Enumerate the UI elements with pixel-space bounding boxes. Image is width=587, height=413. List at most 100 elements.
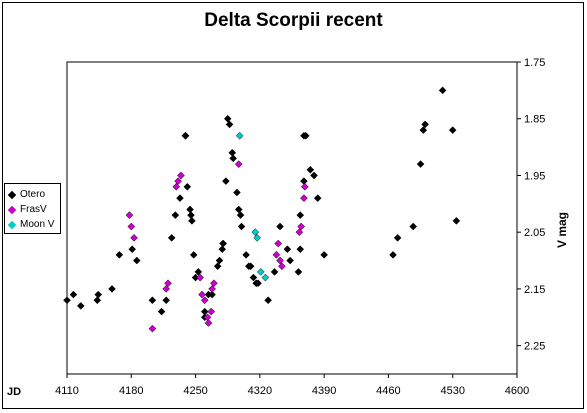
otero-data-point: [236, 211, 245, 220]
frasv-data-point: [200, 296, 209, 305]
otero-data-point: [438, 86, 447, 95]
otero-data-point: [171, 211, 180, 220]
y-axis-ticks: 1.75 1.85 1.95 2.05 2.15 2.25: [517, 57, 545, 353]
x-tick-label: 4250: [183, 385, 207, 397]
otero-data-point: [219, 239, 227, 248]
frasv-marker-icon: [7, 205, 17, 214]
otero-data-point: [213, 262, 222, 271]
otero-data-point: [176, 194, 184, 202]
frasv-data-point: [174, 177, 182, 185]
legend-label-moon-v: Moon V: [20, 219, 55, 230]
x-tick-label: 4390: [312, 385, 336, 397]
otero-data-point: [69, 290, 78, 299]
otero-data-point: [264, 296, 272, 305]
frasv-data-point: [204, 319, 213, 327]
otero-data-point: [237, 222, 246, 231]
otero-data-point: [246, 262, 255, 271]
otero-data-point: [421, 120, 430, 129]
otero-data-point: [409, 222, 418, 231]
otero-data-point: [233, 188, 241, 197]
frasv-data-point: [177, 171, 185, 180]
x-tick-label: 4530: [440, 385, 464, 397]
otero-data-point: [108, 285, 116, 293]
data-points-layer: [63, 86, 461, 333]
otero-data-point: [222, 177, 230, 185]
otero-data-point: [416, 160, 425, 168]
frasv-data-point: [301, 182, 309, 191]
y-tick-label: 2.15: [524, 284, 545, 296]
otero-data-point: [194, 268, 203, 276]
otero-data-point: [448, 126, 457, 134]
otero-data-point: [313, 194, 322, 202]
frasv-data-point: [274, 239, 283, 248]
otero-data-point: [452, 216, 461, 225]
y-tick-label: 1.85: [524, 114, 545, 126]
chart-frame: [2, 2, 584, 409]
frasv-data-point: [207, 307, 216, 316]
frasv-data-point: [208, 285, 216, 293]
otero-data-point: [167, 234, 176, 242]
otero-data-point: [115, 251, 124, 259]
otero-data-point: [218, 245, 227, 254]
x-tick-label: 4460: [376, 385, 400, 397]
otero-data-point: [63, 296, 71, 305]
y-tick-label: 2.05: [524, 227, 545, 239]
otero-data-point: [225, 120, 234, 129]
x-axis-label: JD: [7, 386, 22, 398]
otero-data-point: [215, 256, 224, 265]
otero-data-point: [229, 154, 238, 163]
frasv-data-point: [198, 290, 206, 299]
x-tick-label: 4600: [505, 385, 529, 397]
legend-label-frasv: FrasV: [20, 204, 47, 215]
y-axis-label: V mag: [555, 211, 569, 249]
legend-entry-moon-v: Moon V: [7, 217, 60, 232]
y-tick-label: 2.25: [524, 341, 545, 353]
otero-data-point: [132, 256, 141, 265]
legend-entry-frasv: FrasV: [7, 202, 60, 217]
otero-data-point: [286, 256, 295, 265]
otero-data-point: [234, 205, 243, 214]
frasv-data-point: [196, 273, 205, 282]
otero-data-point: [249, 273, 258, 282]
moon-v-data-point: [235, 131, 244, 140]
otero-data-point: [242, 251, 250, 259]
frasv-data-point: [164, 279, 172, 288]
otero-data-point: [306, 165, 315, 174]
frasv-data-point: [278, 262, 286, 271]
frasv-data-point: [295, 228, 304, 237]
otero-data-point: [183, 182, 192, 191]
otero-data-point: [157, 307, 166, 316]
otero-data-point: [189, 251, 198, 259]
frasv-data-point: [297, 222, 306, 231]
otero-data-point: [294, 268, 303, 276]
otero-data-point: [419, 126, 428, 134]
frasv-data-point: [172, 182, 181, 191]
moon-v-data-point: [253, 234, 261, 242]
otero-data-point: [93, 296, 102, 305]
x-tick-label: 4180: [119, 385, 143, 397]
x-axis-ticks: 4110 4180 4250 4320 4390 4460 4530 4600: [55, 374, 529, 397]
frasv-data-point: [300, 194, 308, 202]
otero-data-point: [301, 131, 310, 140]
otero-marker-icon: [7, 190, 17, 199]
otero-data-point: [393, 234, 402, 242]
y-tick-label: 1.75: [524, 57, 545, 69]
frasv-data-point: [130, 234, 138, 242]
otero-data-point: [254, 279, 262, 288]
otero-data-point: [94, 290, 103, 299]
moon-v-marker-icon: [7, 220, 17, 229]
x-tick-label: 4110: [55, 385, 79, 397]
otero-data-point: [208, 290, 216, 299]
moon-v-data-point: [256, 268, 265, 276]
otero-data-point: [296, 211, 305, 220]
otero-data-point: [76, 302, 85, 310]
otero-data-point: [276, 222, 284, 231]
frasv-data-point: [148, 324, 157, 333]
legend-entry-otero: Otero: [7, 187, 60, 202]
legend: Otero FrasV Moon V: [4, 183, 61, 234]
y-tick-label: 1.95: [524, 170, 545, 182]
frasv-data-point: [210, 279, 218, 288]
frasv-data-point: [125, 211, 134, 220]
otero-data-point: [181, 131, 190, 140]
